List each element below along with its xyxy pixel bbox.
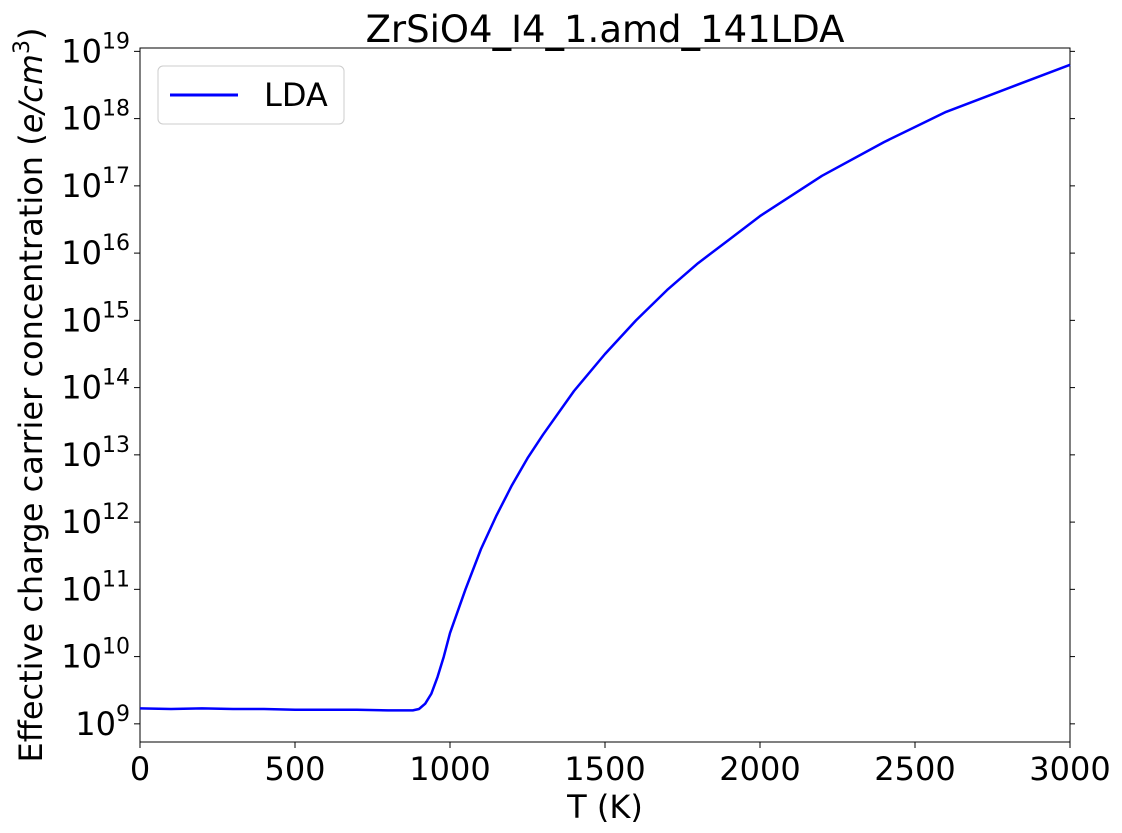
y-tick-exponent: 13 [102,433,130,458]
series-layer [139,63,1071,712]
y-tick-label: 1011 [61,567,130,608]
y-axis-label: Effective charge carrier concentration (… [10,28,50,763]
y-axis-ticks: 1091010101110121013101410151016101710181… [61,29,1075,743]
y-tick-label: 1015 [61,298,130,339]
y-tick-label: 1012 [61,500,130,541]
plot-area [139,47,1071,743]
y-tick-exponent: 11 [102,567,130,592]
x-tick-label: 2000 [719,750,800,788]
y-tick-exponent: 18 [102,97,130,122]
x-tick-label: 500 [264,750,325,788]
y-tick-label: 1014 [61,366,130,407]
chart-title: ZrSiO4_I4_1.amd_141LDA [366,8,845,51]
y-tick-label: 1013 [61,433,130,474]
y-axis-label-unit-exp: 3 [10,40,35,54]
x-tick-label: 3000 [1029,750,1110,788]
x-tick-label: 1000 [409,750,490,788]
y-tick-base: 10 [61,100,102,138]
y-axis-label-text: Effective charge carrier concentration [12,156,50,763]
y-tick-exponent: 17 [102,164,130,189]
x-tick-label: 0 [130,750,150,788]
y-tick-base: 10 [61,167,102,205]
y-tick-base: 10 [61,503,102,541]
y-tick-base: 10 [61,638,102,676]
x-axis-label: T (K) [566,788,643,826]
y-axis-label-paren-close: ) [12,28,50,40]
y-tick-base: 10 [61,234,102,272]
y-tick-base: 10 [61,436,102,474]
y-tick-label: 109 [75,702,130,743]
series-line-lda [139,63,1071,712]
x-tick-label: 1500 [564,750,645,788]
y-axis-label-paren-open: ( [12,133,50,156]
y-axis-label-unit: e/cm [12,54,50,133]
y-tick-exponent: 16 [102,231,130,256]
x-axis-ticks: 0 500 1000 1500 2000 2500 3000 [130,742,1111,788]
y-tick-base: 10 [61,570,102,608]
y-tick-exponent: 19 [102,29,130,54]
y-tick-exponent: 15 [102,298,130,323]
y-tick-base: 10 [75,705,116,743]
legend-label: LDA [264,76,328,114]
y-tick-exponent: 10 [102,635,130,660]
y-tick-exponent: 9 [116,702,130,727]
legend-box [157,65,345,125]
y-tick-label: 1017 [61,164,130,205]
y-tick-base: 10 [61,301,102,339]
y-tick-base: 10 [61,369,102,407]
y-tick-exponent: 12 [102,500,130,525]
y-tick-exponent: 14 [102,366,130,391]
y-tick-label: 1010 [61,635,130,676]
x-tick-label: 2500 [874,750,955,788]
legend: LDA [157,65,345,125]
y-tick-label: 1016 [61,231,130,272]
y-tick-label: 1019 [61,29,130,70]
y-tick-label: 1018 [61,97,130,138]
y-tick-base: 10 [61,32,102,70]
